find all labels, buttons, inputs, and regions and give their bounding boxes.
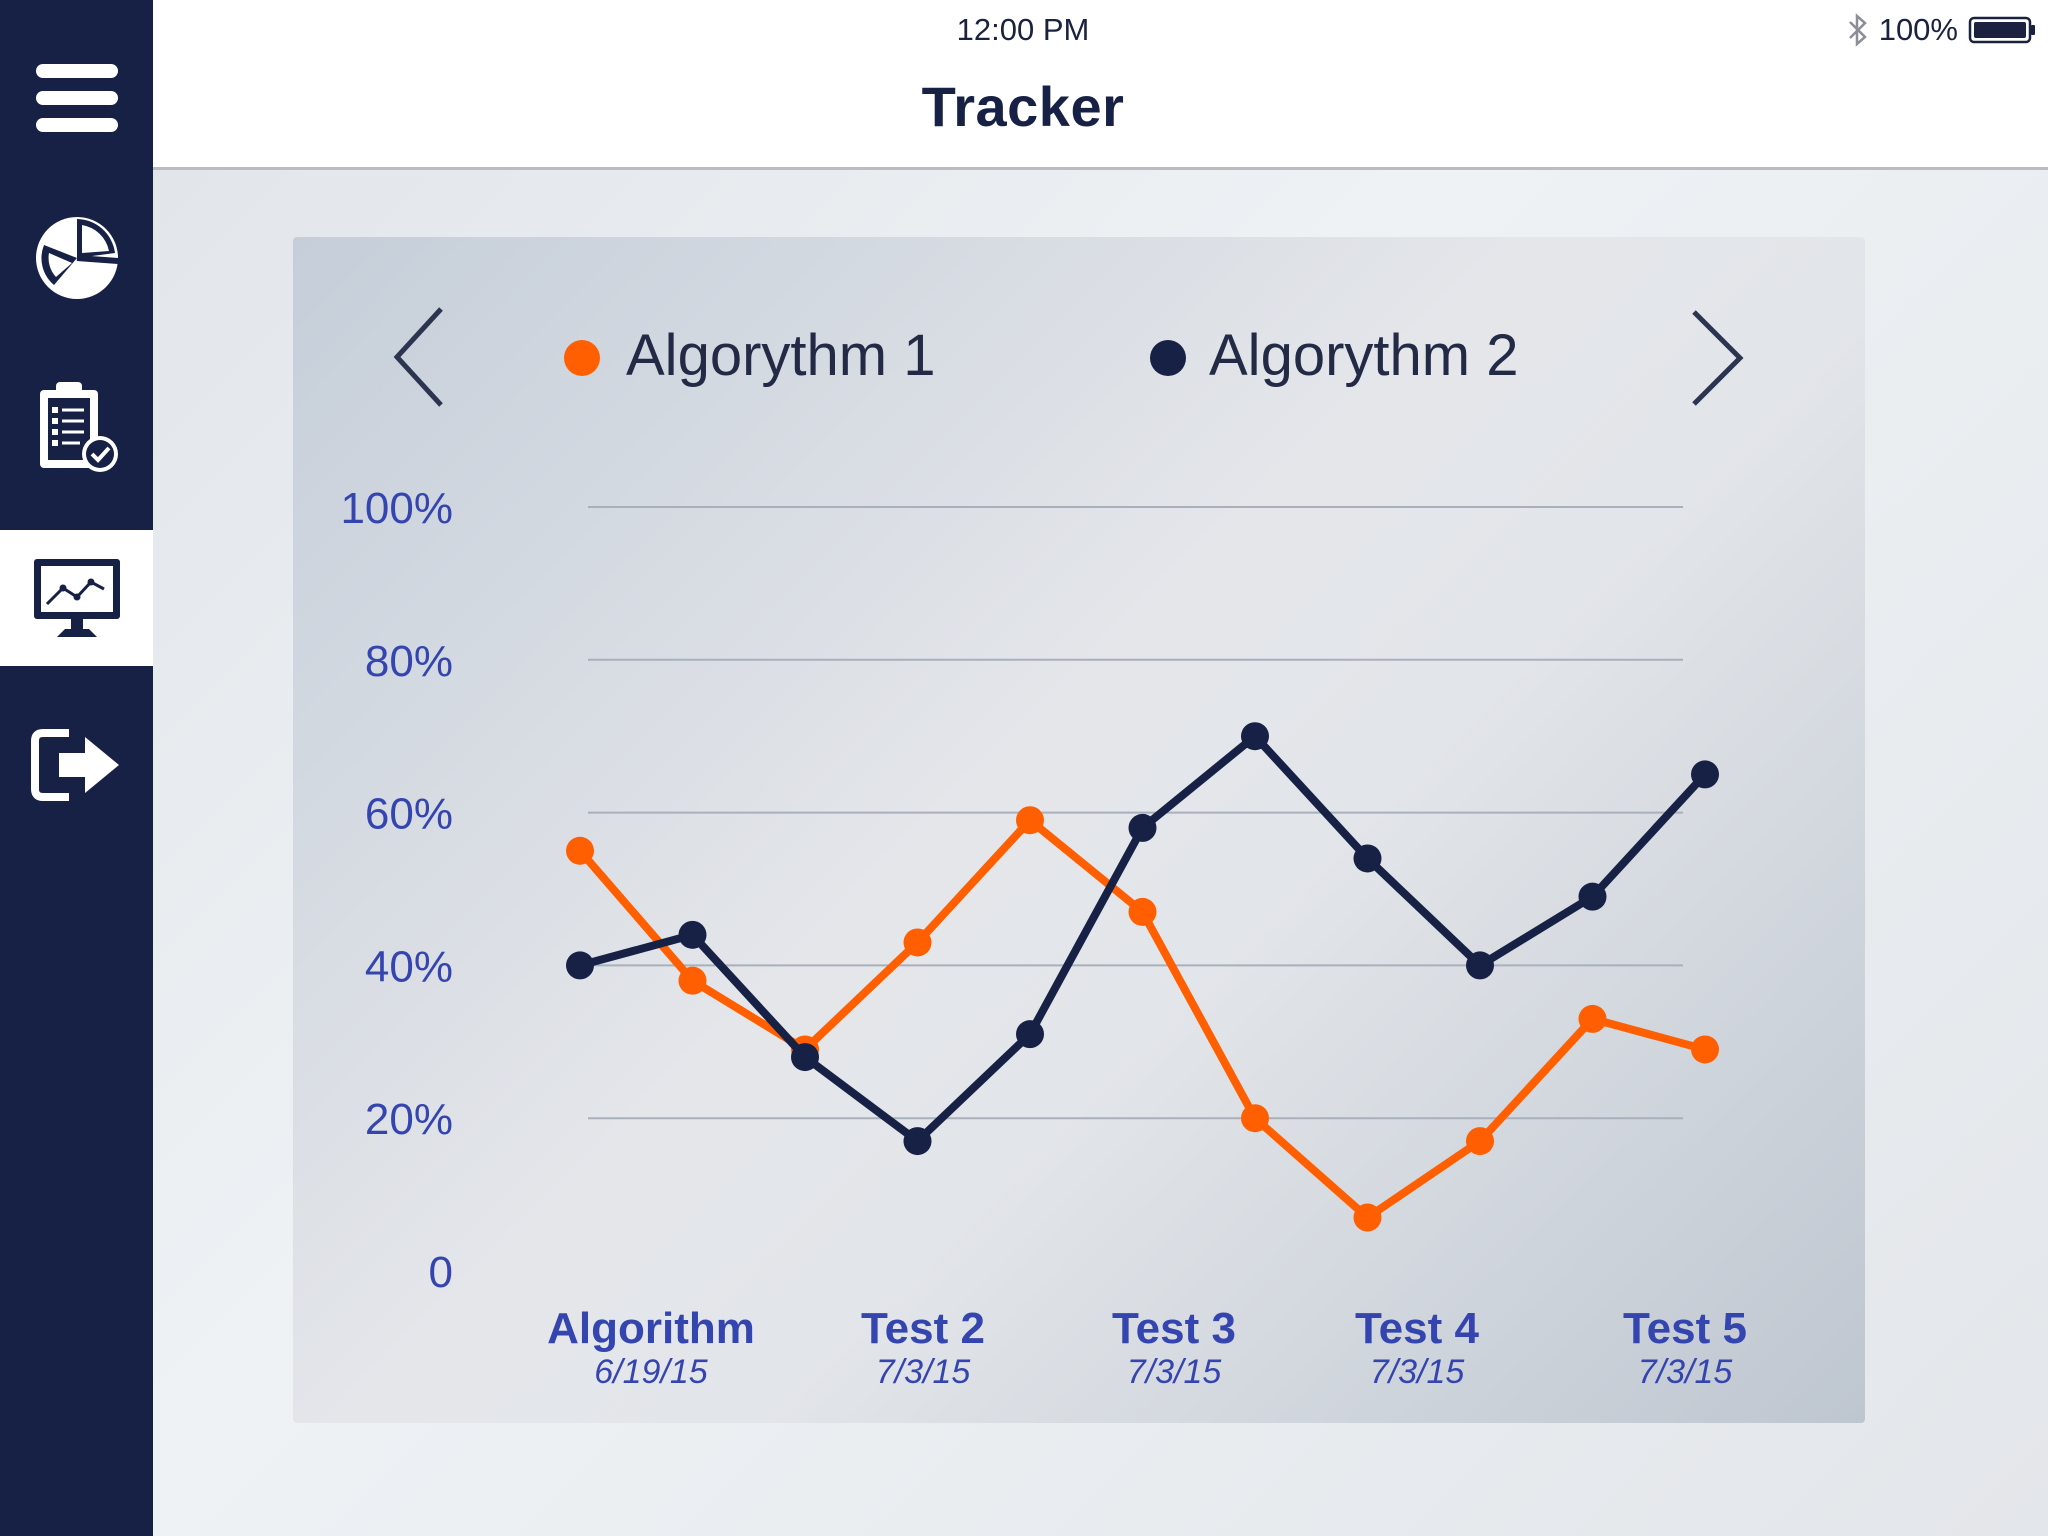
legend-label: Algorythm 2 <box>1209 323 1518 388</box>
legend-marker <box>1150 340 1186 376</box>
data-point <box>1691 1035 1719 1064</box>
y-tick-label: 100% <box>340 484 453 533</box>
menu-button[interactable] <box>0 30 153 166</box>
header: 12:00 PM 100% Tracker <box>153 0 2048 170</box>
data-point <box>903 1127 932 1156</box>
x-tick-label: Test 4 <box>1355 1304 1479 1353</box>
data-point <box>1353 1203 1382 1232</box>
x-tick-date: 7/3/15 <box>876 1353 971 1391</box>
data-point <box>1353 844 1382 873</box>
data-point <box>566 836 594 865</box>
logout-button[interactable] <box>0 697 153 833</box>
chart-series <box>566 722 1719 1232</box>
data-point <box>1466 951 1494 980</box>
series-algorythm-2 <box>566 722 1719 1156</box>
prev-button[interactable] <box>363 297 443 407</box>
data-point <box>678 920 707 949</box>
series-line <box>576 816 1707 1222</box>
data-point <box>1016 1020 1044 1049</box>
monitor-chart-icon <box>33 559 120 637</box>
pie-chart-icon <box>35 217 118 299</box>
data-point <box>791 1043 819 1072</box>
data-point <box>1016 806 1044 835</box>
x-tick-label: Algorithm <box>547 1304 755 1353</box>
chart-grid <box>588 506 1683 1120</box>
data-point <box>566 951 594 980</box>
y-axis: 0 20% 40% 60% 80% 100% <box>340 484 453 1297</box>
chart-card: 0 20% 40% 60% 80% 100% Algorithm 6/19/15 Test 2… <box>293 237 1865 1423</box>
legend-label: Algorythm 1 <box>626 323 935 388</box>
chart-legend: Algorythm 1 Algorythm 2 <box>564 323 1518 388</box>
battery-percent: 100% <box>1878 12 1958 47</box>
chevron-right-icon <box>1692 310 1744 406</box>
nav-item-tracker[interactable] <box>0 530 153 666</box>
nav-item-tasks[interactable] <box>0 360 153 496</box>
x-tick-date: 6/19/15 <box>594 1353 708 1391</box>
data-point <box>1578 1004 1607 1033</box>
y-tick-label: 80% <box>365 637 453 686</box>
x-tick-date: 7/3/15 <box>1127 1353 1222 1391</box>
clipboard-check-icon <box>39 382 118 472</box>
data-point <box>1578 882 1607 911</box>
data-point <box>1128 897 1157 926</box>
x-tick-label: Test 3 <box>1112 1304 1236 1353</box>
x-tick-label: Test 5 <box>1623 1304 1747 1353</box>
y-tick-label: 20% <box>365 1095 453 1144</box>
battery-icon <box>1968 16 2035 44</box>
chevron-left-icon <box>393 307 443 407</box>
next-button[interactable] <box>1692 297 1773 407</box>
data-point <box>1466 1127 1494 1156</box>
sidebar <box>0 0 153 1536</box>
y-tick-label: 40% <box>365 942 453 991</box>
data-point <box>903 928 932 957</box>
data-point <box>1128 813 1157 842</box>
status-time: 12:00 PM <box>956 12 1090 47</box>
series-algorythm-1 <box>566 806 1719 1232</box>
data-point <box>678 966 707 995</box>
y-tick-label: 0 <box>429 1248 453 1297</box>
nav-item-reports[interactable] <box>0 190 153 326</box>
status-right: 100% <box>1847 10 2038 50</box>
data-point <box>1241 1104 1269 1133</box>
legend-marker <box>564 340 600 376</box>
menu-icon <box>35 64 118 132</box>
x-tick-date: 7/3/15 <box>1638 1353 1733 1391</box>
data-point <box>1691 760 1719 789</box>
bluetooth-icon <box>1848 13 1867 47</box>
page-title: Tracker <box>921 75 1125 138</box>
x-tick-date: 7/3/15 <box>1370 1353 1465 1391</box>
logout-icon <box>30 729 119 801</box>
x-tick-label: Test 2 <box>861 1304 985 1353</box>
data-point <box>1241 722 1269 751</box>
y-tick-label: 60% <box>365 790 453 839</box>
